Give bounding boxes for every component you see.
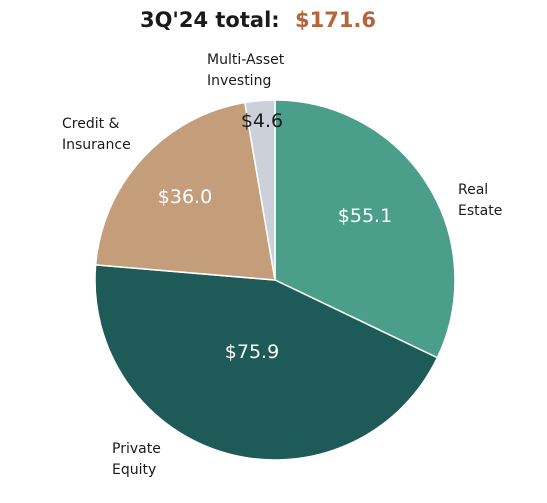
category-label-line: Credit &	[62, 116, 120, 132]
category-label-line: Multi-Asset	[207, 52, 285, 68]
category-label-real-estate: Real Estate	[458, 182, 502, 219]
value-label-private-equity: $75.9	[225, 341, 279, 363]
category-label-line: Private	[112, 441, 161, 457]
slice-private-equity	[94, 264, 439, 461]
slice-real-estate	[274, 99, 456, 359]
category-label-line: Equity	[112, 462, 156, 478]
pie-slices	[94, 99, 456, 461]
title-prefix: 3Q'24 total:	[140, 8, 280, 32]
category-label-private-equity: Private Equity	[112, 441, 161, 478]
category-label-line: Real	[458, 182, 488, 198]
category-label-line: Estate	[458, 203, 502, 219]
value-label-multi-asset-investing: $4.6	[241, 110, 283, 132]
category-label-line: Investing	[207, 73, 271, 89]
title-total: $171.6	[295, 8, 376, 32]
slice-multi-asset-investing	[243, 99, 276, 281]
slice-credit-insurance	[94, 101, 276, 281]
value-label-credit-insurance: $36.0	[158, 186, 212, 208]
category-label-credit-insurance: Credit & Insurance	[62, 116, 131, 153]
category-label-multi-asset-investing: Multi-Asset Investing	[207, 52, 285, 89]
chart-title: 3Q'24 total: $171.6	[140, 8, 376, 32]
category-label-line: Insurance	[62, 137, 131, 153]
value-labels: $55.1 $75.9 $36.0 $4.6	[158, 110, 392, 363]
category-labels: Real Estate Private Equity Credit & Insurance…	[62, 52, 502, 478]
value-label-real-estate: $55.1	[338, 205, 392, 227]
